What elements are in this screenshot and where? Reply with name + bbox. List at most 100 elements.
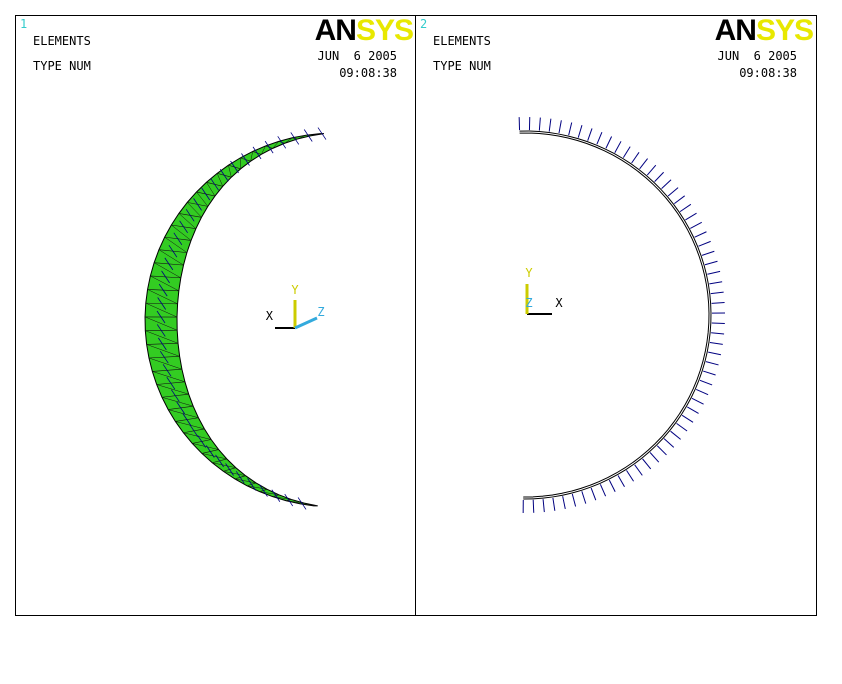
- mesh-line: [542, 499, 545, 513]
- mesh-line: [179, 220, 188, 234]
- window-number: 1: [20, 17, 27, 31]
- mesh-line: [599, 484, 607, 497]
- mesh-line: [158, 283, 168, 297]
- mesh-line: [571, 493, 577, 507]
- axis-x-label: X: [555, 296, 563, 310]
- mesh-line: [156, 310, 166, 324]
- mesh-line: [676, 422, 688, 432]
- mesh-line: [210, 178, 219, 191]
- mesh-line: [708, 351, 722, 356]
- mesh-line: [212, 462, 236, 468]
- mesh-line: [271, 489, 281, 502]
- mesh-line: [148, 357, 183, 370]
- mesh-line: [145, 330, 179, 344]
- axis-z: [294, 316, 318, 330]
- mesh-line: [596, 132, 603, 145]
- mesh-line: [252, 146, 262, 160]
- date: JUN 6 2005: [318, 49, 397, 63]
- mesh-line: [161, 397, 194, 407]
- mesh-line: [284, 137, 293, 144]
- mesh-line: [617, 475, 625, 487]
- mesh-line: [216, 173, 224, 187]
- mesh-line: [694, 231, 707, 238]
- mesh-line: [206, 182, 216, 197]
- mesh-line: [538, 117, 541, 131]
- mesh-line: [707, 270, 721, 275]
- logo: ANSYS: [315, 14, 413, 47]
- logo-an: AN: [715, 14, 756, 47]
- mesh-line: [685, 212, 697, 221]
- mesh-line: [247, 485, 268, 490]
- mesh-line: [201, 187, 211, 201]
- plot-label: TYPE NUM: [33, 59, 91, 73]
- mesh-line: [562, 496, 566, 510]
- mesh-line: [176, 401, 186, 415]
- mesh-line: [711, 322, 725, 325]
- mesh-line: [649, 452, 660, 463]
- mesh-line: [317, 127, 327, 140]
- mesh-line: [709, 341, 723, 345]
- plot-label: TYPE NUM: [433, 59, 491, 73]
- mesh-line: [158, 337, 167, 351]
- mesh-line: [189, 424, 199, 438]
- mesh-line: [171, 224, 192, 241]
- mesh-line: [558, 120, 562, 134]
- logo: ANSYS: [715, 14, 813, 47]
- mesh-line: [168, 244, 178, 258]
- mesh-line: [698, 240, 711, 247]
- mesh-line: [710, 291, 724, 295]
- mesh-line: [699, 379, 713, 386]
- mesh-line: [696, 388, 709, 396]
- plot-label: ELEMENTS: [33, 34, 91, 48]
- axis-y-label: Y: [291, 283, 299, 297]
- axis-x-label: X: [266, 309, 274, 323]
- mesh-line: [154, 262, 181, 279]
- mesh-line: [197, 435, 207, 448]
- mesh-line: [161, 270, 170, 284]
- mesh-line: [661, 179, 672, 189]
- axis-y-label: Y: [525, 266, 533, 280]
- mesh-line: [290, 132, 300, 145]
- mesh-line: [577, 125, 583, 138]
- date: JUN 6 2005: [718, 49, 797, 63]
- beam-arc-inner: [519, 131, 711, 499]
- mesh-line: [159, 350, 169, 364]
- mesh-line: [711, 332, 725, 335]
- mesh-line: [614, 141, 622, 153]
- mesh-line: [701, 250, 715, 256]
- mesh-line: [264, 140, 274, 154]
- mesh-line: [552, 497, 556, 511]
- logo-sys: SYS: [356, 14, 413, 47]
- mesh-line: [261, 145, 266, 155]
- mesh-line: [162, 364, 172, 377]
- mesh-line: [152, 371, 186, 383]
- mesh-line: [646, 164, 657, 176]
- mesh-line: [709, 281, 723, 285]
- mesh-line: [223, 471, 246, 476]
- mesh-line: [150, 275, 179, 292]
- mesh-line: [259, 491, 279, 496]
- mesh-line: [158, 249, 184, 266]
- mesh-line: [656, 445, 667, 456]
- time: 09:08:38: [339, 66, 397, 80]
- mesh-line: [277, 136, 287, 149]
- mesh-line: [581, 491, 587, 504]
- mesh-line: [297, 497, 307, 510]
- mesh-line: [230, 160, 239, 174]
- mesh-line: [166, 376, 176, 390]
- mesh-line: [178, 213, 197, 229]
- logo-sys: SYS: [756, 14, 813, 47]
- mesh-line: [147, 289, 178, 305]
- mesh-line: [631, 152, 640, 164]
- mesh-line: [201, 453, 227, 460]
- mesh-line: [144, 316, 178, 331]
- mesh-line: [228, 165, 232, 178]
- mesh-line: [297, 134, 307, 140]
- mesh-line: [532, 499, 535, 513]
- mesh-line: [156, 324, 166, 337]
- mesh-line: [310, 133, 321, 137]
- mesh-line: [284, 493, 294, 507]
- mesh-line: [548, 118, 552, 132]
- mesh-line: [687, 406, 699, 414]
